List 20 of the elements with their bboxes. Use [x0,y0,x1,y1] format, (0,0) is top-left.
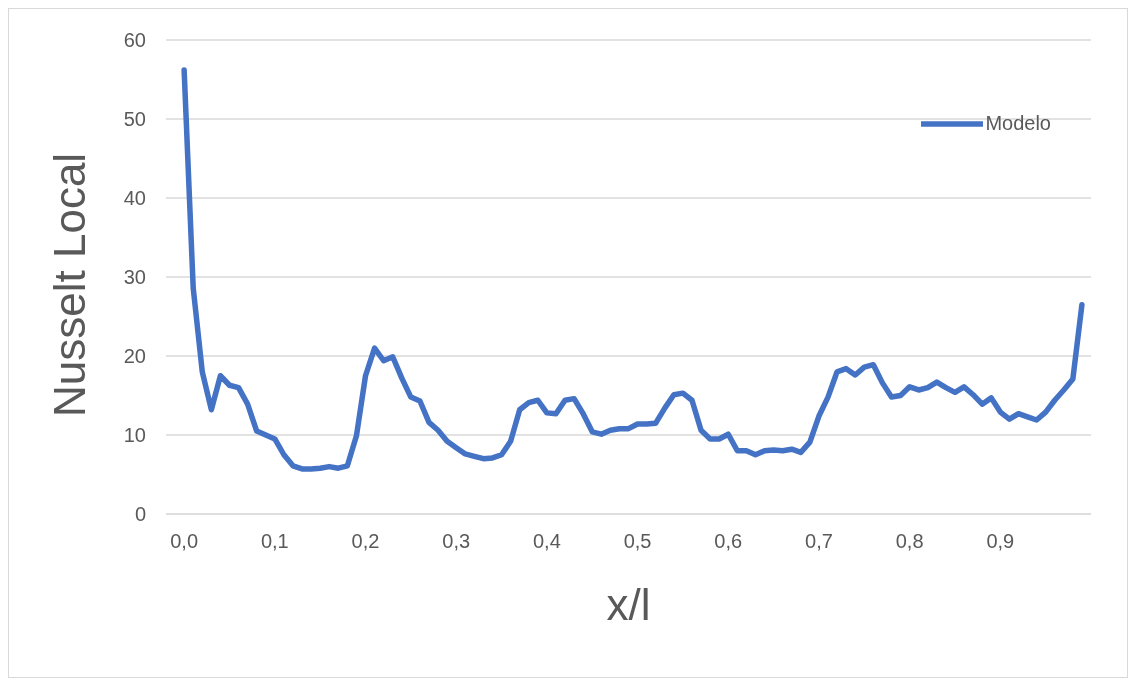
x-axis-title: x/l [606,580,651,630]
x-tick-label: 0,9 [986,530,1015,553]
x-tick-label: 0,6 [714,530,743,553]
y-axis-title: Nusselt Local [44,152,94,417]
y-tick-label: 0 [134,503,146,526]
y-tick-label: 50 [123,108,146,131]
x-tick-label: 0,3 [442,530,471,553]
legend-label: Modelo [985,112,1051,135]
y-tick-label: 20 [123,345,146,368]
y-tick-label: 40 [123,187,146,210]
x-tick-label: 0,8 [895,530,924,553]
y-tick-label: 10 [123,424,146,447]
x-tick-label: 0,0 [170,530,199,553]
y-tick-label: 30 [123,266,146,289]
x-tick-label: 0,5 [623,530,652,553]
y-tick-label: 60 [123,29,146,52]
x-tick-label: 0,4 [532,530,561,553]
x-tick-label: 0,1 [260,530,289,553]
x-tick-label: 0,2 [351,530,380,553]
x-tick-label: 0,7 [805,530,833,553]
